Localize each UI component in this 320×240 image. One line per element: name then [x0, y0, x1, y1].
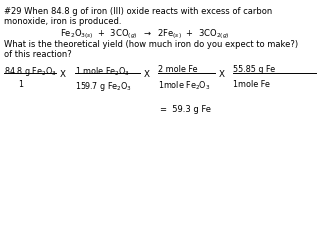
Text: 1 mole Fe$_2$O$_3$: 1 mole Fe$_2$O$_3$ [75, 65, 130, 78]
Text: X: X [60, 70, 66, 79]
Text: #29 When 84.8 g of iron (III) oxide reacts with excess of carbon: #29 When 84.8 g of iron (III) oxide reac… [4, 7, 272, 16]
Text: X: X [219, 70, 225, 79]
Text: Fe$_2$O$_{3(s)}$  +  3CO$_{(g)}$  $\rightarrow$  2Fe$_{(s)}$  +  3CO$_{2(g)}$: Fe$_2$O$_{3(s)}$ + 3CO$_{(g)}$ $\rightar… [60, 28, 230, 41]
Text: =  59.3 g Fe: = 59.3 g Fe [160, 105, 211, 114]
Text: of this reaction?: of this reaction? [4, 50, 72, 59]
Text: 1mole Fe: 1mole Fe [233, 80, 270, 89]
Text: 1mole Fe$_2$O$_3$: 1mole Fe$_2$O$_3$ [158, 80, 211, 92]
Text: 84.8 g Fe$_2$O$_3$: 84.8 g Fe$_2$O$_3$ [4, 65, 57, 78]
Text: X: X [144, 70, 150, 79]
Text: What is the theoretical yield (how much iron do you expect to make?): What is the theoretical yield (how much … [4, 40, 298, 49]
Text: monoxide, iron is produced.: monoxide, iron is produced. [4, 17, 122, 26]
Text: 2 mole Fe: 2 mole Fe [158, 65, 197, 74]
Text: 1: 1 [18, 80, 23, 89]
Text: 159.7 g Fe$_2$O$_3$: 159.7 g Fe$_2$O$_3$ [75, 80, 132, 93]
Text: 55.85 g Fe: 55.85 g Fe [233, 65, 275, 74]
